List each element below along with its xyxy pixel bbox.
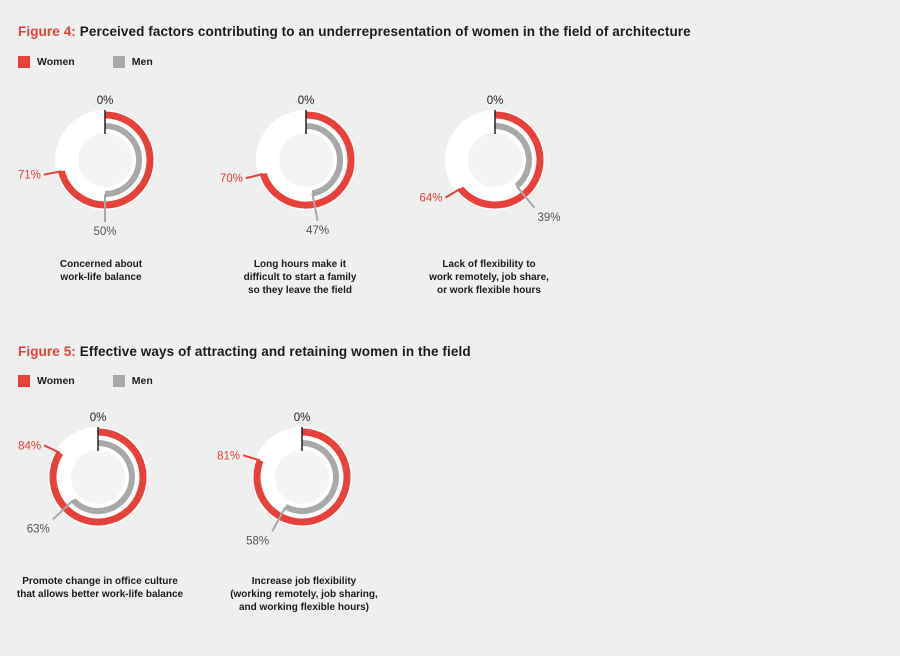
figure-4-label: Figure 4:	[18, 24, 76, 39]
men-arc	[284, 440, 339, 514]
men-value-label: 39%	[538, 212, 561, 224]
figure-4-title-text: Perceived factors contributing to an und…	[79, 24, 691, 39]
figure-5-legend: Women Men	[18, 375, 191, 387]
women-arc	[259, 111, 355, 209]
legend-women-label: Women	[37, 56, 75, 68]
legend-women-label: Women	[37, 375, 75, 387]
figure-4-title: Figure 4: Perceived factors contributing…	[18, 24, 691, 39]
chart-5-caption: Increase job flexibility (working remote…	[230, 576, 378, 613]
donut-chart-2: 0% 70% 47%	[220, 95, 356, 237]
legend-item-men: Men	[112, 375, 153, 387]
zero-label: 0%	[487, 95, 504, 107]
figure-4-legend: Women Men	[18, 56, 191, 68]
men-leader-line	[271, 506, 287, 532]
donut-chart-3: 0% 64% 39%	[420, 95, 561, 224]
men-arc	[494, 123, 532, 189]
zero-label: 0%	[298, 95, 315, 107]
men-value-label: 63%	[27, 523, 50, 535]
men-value-label: 50%	[93, 226, 116, 238]
chart-3-caption: Lack of flexibility to work remotely, jo…	[429, 259, 549, 296]
figure-5-title: Figure 5: Effective ways of attracting a…	[18, 344, 471, 359]
zero-label: 0%	[90, 412, 107, 424]
men-arc	[305, 123, 343, 197]
women-value-label: 70%	[220, 173, 243, 185]
donut-chart-4: 0% 84% 63%	[18, 412, 148, 535]
men-leader-line	[311, 193, 319, 222]
donut-chart-1: 0% 71% 50%	[18, 95, 155, 238]
legend-item-men: Men	[112, 56, 153, 68]
men-value-label: 47%	[306, 225, 329, 237]
women-swatch	[18, 56, 30, 68]
zero-label: 0%	[97, 95, 114, 107]
women-swatch	[18, 375, 30, 387]
men-value-label: 58%	[246, 535, 269, 547]
zero-label: 0%	[294, 412, 311, 424]
women-value-label: 84%	[18, 440, 41, 452]
men-swatch	[112, 375, 125, 387]
donut-center	[468, 133, 522, 187]
legend-men-label: Men	[131, 375, 153, 387]
legend-item-women: Women	[18, 375, 75, 387]
men-leader-line	[515, 185, 536, 209]
chart-1-caption: Concerned about work-life balance	[59, 259, 143, 283]
women-value-label: 71%	[18, 170, 41, 182]
women-arc	[58, 111, 154, 209]
women-arc	[253, 428, 351, 526]
donut-chart-5: 0% 81% 58%	[217, 412, 352, 547]
women-value-label: 64%	[420, 193, 443, 205]
figure-5-label: Figure 5:	[18, 344, 76, 359]
women-value-label: 81%	[217, 450, 240, 462]
women-leader-line	[43, 444, 61, 454]
men-arc	[71, 440, 136, 514]
donut-center	[279, 133, 333, 187]
women-leader-line	[43, 170, 62, 176]
men-arc	[104, 123, 142, 197]
women-leader-line	[445, 187, 461, 199]
women-leader-line	[242, 454, 261, 462]
legend-item-women: Women	[18, 56, 75, 68]
men-swatch	[112, 56, 125, 68]
chart-4-caption: Promote change in office culture that al…	[16, 576, 184, 600]
women-leader-line	[245, 172, 264, 180]
men-leader-line	[52, 499, 74, 521]
chart-2-caption: Long hours make it difficult to start a …	[243, 259, 357, 296]
women-arc	[49, 428, 147, 526]
legend-men-label: Men	[131, 56, 153, 68]
donut-center	[275, 450, 329, 504]
women-arc	[457, 111, 544, 209]
donut-center	[78, 133, 132, 187]
figure-5-title-text: Effective ways of attracting and retaini…	[79, 344, 471, 359]
donut-center	[71, 450, 125, 504]
